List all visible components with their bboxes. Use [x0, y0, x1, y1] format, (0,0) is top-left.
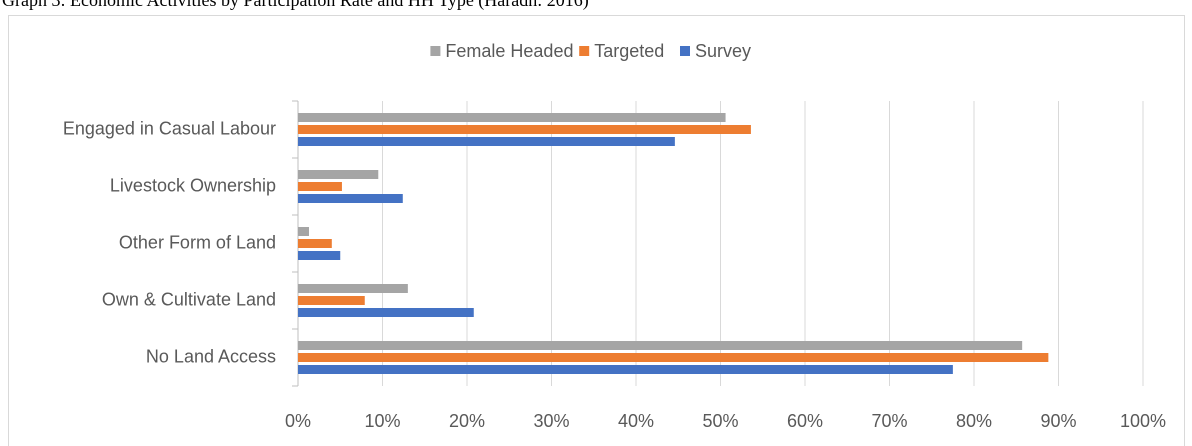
- bar: [298, 137, 675, 146]
- x-tick-label: 100%: [1120, 411, 1166, 431]
- x-tick-label: 40%: [618, 411, 654, 431]
- x-tick-label: 0%: [285, 411, 311, 431]
- bar: [298, 341, 1023, 350]
- chart-title: Graph 3: Economic Activities by Particip…: [2, 0, 589, 11]
- bar: [298, 365, 953, 374]
- x-tick-label: 30%: [533, 411, 569, 431]
- bar: [298, 227, 309, 236]
- legend-label: Female Headed: [445, 41, 573, 61]
- legend-label: Survey: [695, 41, 751, 61]
- bar: [298, 284, 408, 293]
- legend-swatch: [579, 46, 590, 56]
- bar: [298, 170, 379, 179]
- x-tick-label: 60%: [787, 411, 823, 431]
- x-tick-label: 70%: [871, 411, 907, 431]
- bar: [298, 353, 1049, 362]
- y-tick-label: No Land Access: [146, 346, 276, 366]
- bar: [298, 308, 474, 317]
- bar: [298, 125, 751, 134]
- x-tick-label: 50%: [702, 411, 738, 431]
- x-tick-label: 80%: [956, 411, 992, 431]
- legend-swatch: [680, 46, 690, 56]
- legend-swatch: [430, 46, 441, 56]
- bar: [298, 239, 332, 248]
- y-tick-label: Other Form of Land: [119, 232, 276, 252]
- x-tick-label: 20%: [449, 411, 485, 431]
- y-tick-label: Livestock Ownership: [110, 175, 276, 195]
- y-tick-label: Own & Cultivate Land: [102, 289, 276, 309]
- x-tick-label: 90%: [1040, 411, 1076, 431]
- bar: [298, 182, 342, 191]
- bar: [298, 113, 726, 122]
- bar: [298, 296, 365, 305]
- chart-border: [8, 15, 1185, 446]
- bar: [298, 194, 403, 203]
- bar: [298, 251, 341, 260]
- y-tick-label: Engaged in Casual Labour: [63, 118, 276, 138]
- x-tick-label: 10%: [364, 411, 400, 431]
- legend-label: Targeted: [594, 41, 664, 61]
